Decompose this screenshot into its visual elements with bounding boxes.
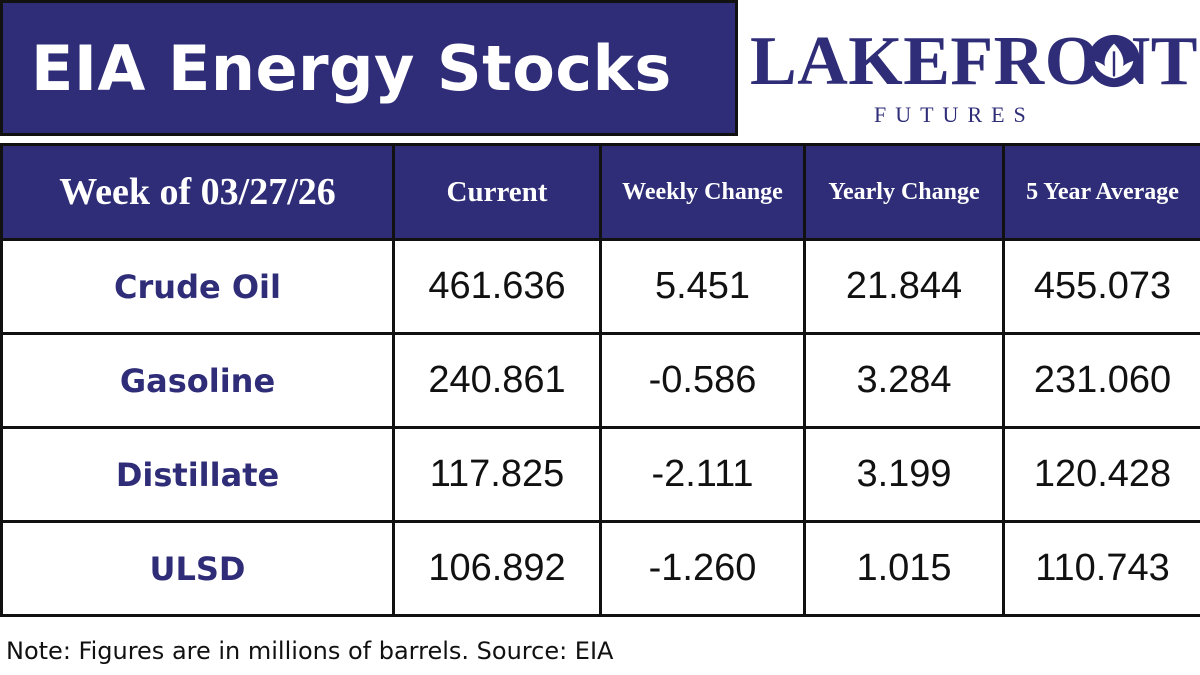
- yearly-change-value: 3.284: [803, 332, 1005, 429]
- row-label: Distillate: [0, 426, 395, 523]
- column-header-5-year-average: 5 Year Average: [1002, 143, 1200, 241]
- table-row: ULSD 106.892 -1.260 1.015 110.743: [0, 520, 1200, 617]
- current-value: 461.636: [392, 238, 602, 335]
- brand-subtitle: FUTURES: [874, 102, 1035, 127]
- table-row: Crude Oil 461.636 5.451 21.844 455.073: [0, 238, 1200, 335]
- source-note: Note: Figures are in millions of barrels…: [6, 637, 614, 665]
- yearly-change-value: 1.015: [803, 520, 1005, 617]
- leaf-icon: [1087, 34, 1141, 88]
- current-value: 106.892: [392, 520, 602, 617]
- title-banner: EIA Energy Stocks: [0, 0, 738, 136]
- column-header-current: Current: [392, 143, 602, 241]
- table-row: Gasoline 240.861 -0.586 3.284 231.060: [0, 332, 1200, 429]
- row-label: Gasoline: [0, 332, 395, 429]
- energy-stocks-table: Week of 03/27/26 Current Weekly Change Y…: [0, 143, 1200, 617]
- weekly-change-value: -1.260: [599, 520, 806, 617]
- brand-logo: LAKEFRONT FUTURES: [750, 22, 1197, 132]
- five-year-average-value: 231.060: [1002, 332, 1200, 429]
- table-row: Distillate 117.825 -2.111 3.199 120.428: [0, 426, 1200, 523]
- page-title: EIA Energy Stocks: [31, 31, 672, 105]
- five-year-average-value: 120.428: [1002, 426, 1200, 523]
- yearly-change-value: 3.199: [803, 426, 1005, 523]
- row-label: ULSD: [0, 520, 395, 617]
- yearly-change-value: 21.844: [803, 238, 1005, 335]
- weekly-change-value: 5.451: [599, 238, 806, 335]
- current-value: 117.825: [392, 426, 602, 523]
- table-header-row: Week of 03/27/26 Current Weekly Change Y…: [0, 143, 1200, 241]
- five-year-average-value: 455.073: [1002, 238, 1200, 335]
- weekly-change-value: -0.586: [599, 332, 806, 429]
- column-header-weekly-change: Weekly Change: [599, 143, 806, 241]
- column-header-yearly-change: Yearly Change: [803, 143, 1005, 241]
- row-label: Crude Oil: [0, 238, 395, 335]
- weekly-change-value: -2.111: [599, 426, 806, 523]
- current-value: 240.861: [392, 332, 602, 429]
- five-year-average-value: 110.743: [1002, 520, 1200, 617]
- column-header-week: Week of 03/27/26: [0, 143, 395, 241]
